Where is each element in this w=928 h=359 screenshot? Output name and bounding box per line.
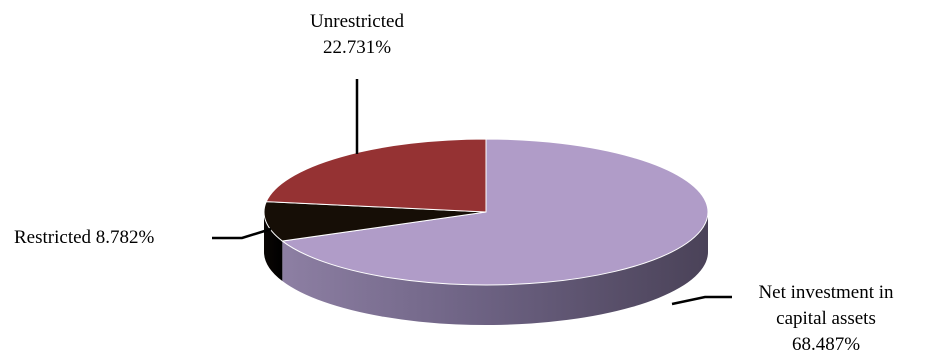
pie-top-layer	[263, 138, 709, 286]
label-net-investment-line1: Net investment in	[758, 282, 894, 303]
label-unrestricted-value: 22.731%	[323, 37, 391, 58]
pie-slice-restricted	[263, 201, 487, 242]
leader-line-restricted	[212, 227, 272, 240]
label-unrestricted-name: Unrestricted	[310, 11, 404, 32]
pie-side-net-investment-in-capital-assets	[282, 212, 708, 325]
label-net-investment-line2: capital assets	[776, 308, 876, 329]
label-net-investment-line3: 68.487%	[792, 334, 860, 355]
pie-slice-net-investment-in-capital-assets	[281, 138, 709, 286]
leader-line-net-investment	[671, 295, 732, 306]
label-restricted: Restricted 8.782%	[14, 227, 155, 248]
pie-slice-unrestricted	[265, 138, 487, 213]
